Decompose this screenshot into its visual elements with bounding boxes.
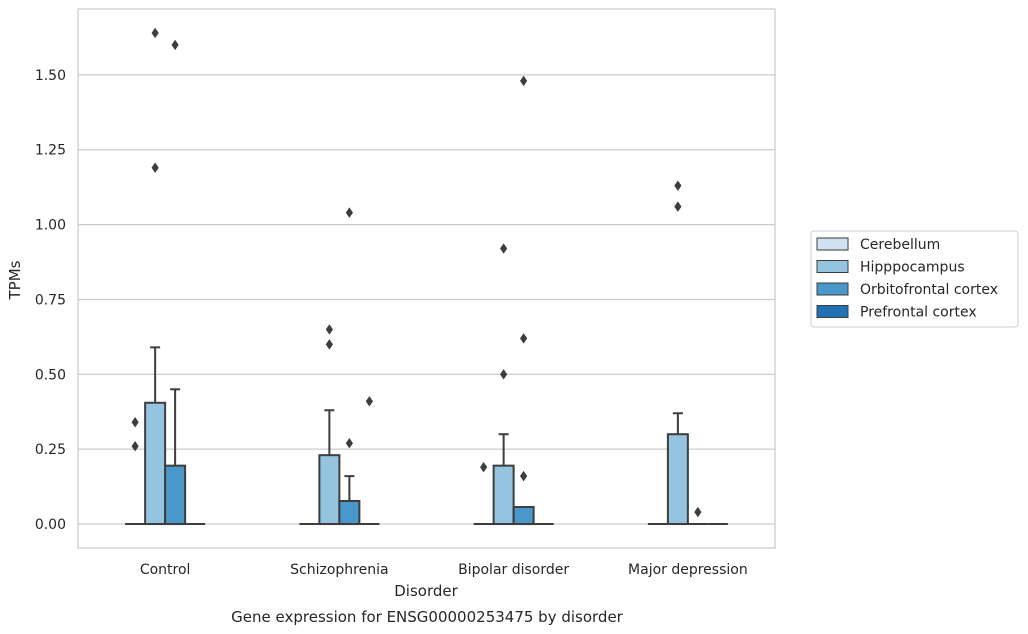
- outliers: [131, 27, 702, 518]
- outlier-point: [520, 75, 528, 87]
- y-tick-label: 0.00: [35, 517, 66, 533]
- outlier-point: [131, 417, 139, 428]
- legend-label: Prefrontal cortex: [860, 305, 977, 321]
- plot-frame: [77, 8, 776, 549]
- outlier-point: [151, 27, 159, 39]
- chart-title: Gene expression for ENSG00000253475 by d…: [231, 608, 624, 626]
- outlier-point: [520, 333, 528, 344]
- y-tick-label: 1.50: [35, 68, 66, 84]
- box-bipolar-disorder-hipppocampus: [492, 433, 515, 526]
- outlier-point: [171, 39, 179, 51]
- box-major-depression-hipppocampus: [666, 412, 689, 526]
- outlier-point: [674, 180, 682, 191]
- outlier-point: [345, 437, 353, 449]
- outlier-point: [325, 324, 333, 335]
- gridlines: [78, 74, 775, 525]
- outlier-point: [674, 201, 682, 212]
- box-body: [666, 433, 689, 526]
- x-tick-label: Major depression: [628, 562, 748, 578]
- box-body: [338, 499, 361, 526]
- y-tick-labels: 0.00 0.25 0.50 0.75 1.00 1.25 1.50: [35, 68, 66, 533]
- box-schizophrenia-hipppocampus: [318, 409, 341, 526]
- outlier-point: [345, 207, 353, 218]
- legend-swatch: [816, 305, 849, 318]
- outlier-point: [694, 506, 702, 518]
- y-tick-label: 0.75: [35, 292, 66, 308]
- x-axis-title: Disorder: [394, 582, 458, 600]
- box-body: [318, 454, 341, 526]
- outlier-point: [520, 470, 528, 482]
- y-axis-title: TPMs: [6, 260, 24, 300]
- box-body: [144, 401, 167, 526]
- box-control-orbitofrontal-cortex: [164, 388, 187, 526]
- y-tick-label: 0.25: [35, 442, 66, 458]
- boxes: [125, 346, 728, 526]
- box-body: [492, 464, 515, 526]
- legend: Cerebellum Hipppocampus Orbitofrontal cort…: [810, 230, 1019, 328]
- legend-swatch: [816, 237, 849, 251]
- outlier-point: [500, 369, 508, 380]
- x-tick-label: Control: [140, 562, 191, 578]
- outlier-point: [151, 162, 159, 173]
- outlier-point: [325, 339, 333, 350]
- legend-swatch: [816, 282, 849, 296]
- legend-label: Cerebellum: [860, 237, 940, 253]
- box-control-hipppocampus: [144, 346, 167, 526]
- legend-label: Orbitofrontal cortex: [860, 282, 998, 298]
- legend-label: Hipppocampus: [860, 260, 965, 276]
- y-tick-label: 1.00: [35, 218, 66, 234]
- y-tick-label: 0.50: [35, 367, 66, 383]
- x-tick-label: Schizophrenia: [290, 562, 388, 578]
- x-tick-label: Bipolar disorder: [458, 562, 569, 578]
- outlier-point: [131, 440, 139, 452]
- outlier-point: [500, 243, 508, 254]
- outlier-point: [365, 396, 373, 407]
- x-tick-labels: Control Schizophrenia Bipolar disorder Majo…: [140, 562, 748, 578]
- legend-swatch: [816, 260, 849, 273]
- legend-frame: [810, 230, 1019, 328]
- box-bipolar-disorder-orbitofrontal-cortex: [512, 505, 535, 526]
- box-schizophrenia-orbitofrontal-cortex: [338, 475, 361, 526]
- y-tick-label: 1.25: [35, 143, 66, 159]
- box-body: [512, 505, 535, 526]
- box-body: [164, 464, 187, 526]
- outlier-point: [480, 461, 488, 473]
